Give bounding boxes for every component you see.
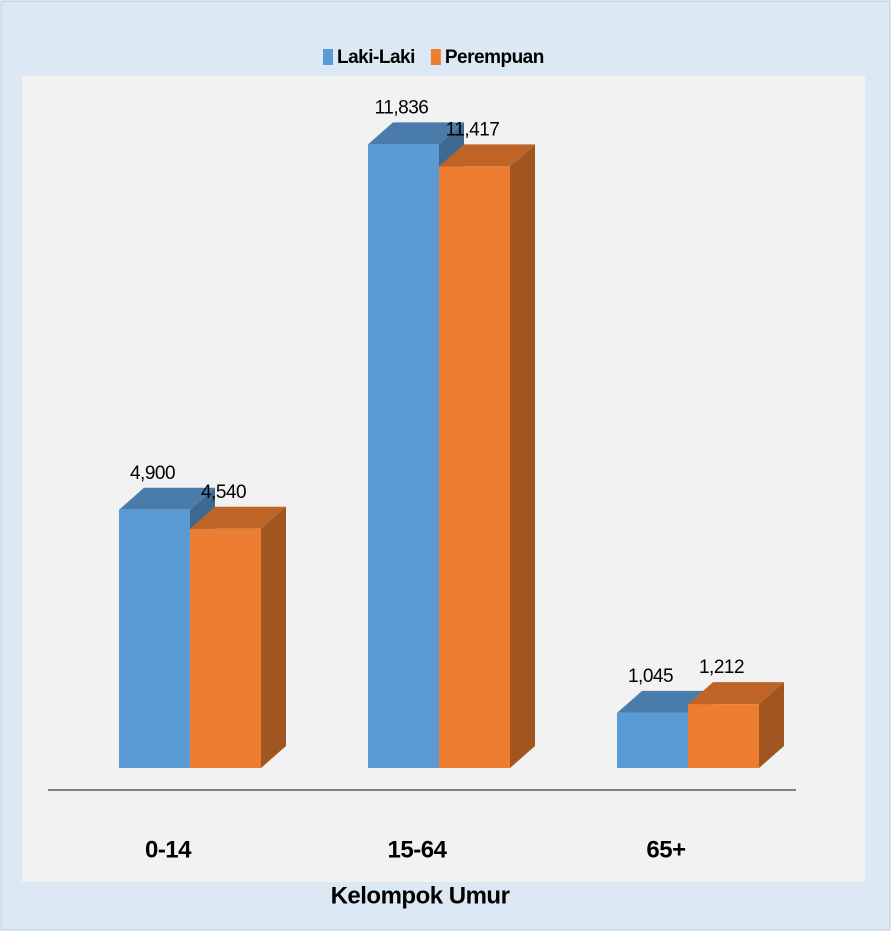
x-tick-label: 65+ xyxy=(646,836,686,863)
bar-top xyxy=(368,122,464,145)
bar-side xyxy=(261,506,286,768)
data-label: 4,540 xyxy=(201,482,246,503)
data-label: 11,417 xyxy=(446,119,500,140)
data-label: 1,045 xyxy=(628,666,673,687)
bar-top xyxy=(119,487,215,510)
data-label: 1,212 xyxy=(699,657,744,678)
bar xyxy=(190,528,261,768)
x-axis-title: Kelompok Umur xyxy=(331,882,510,909)
bar-top xyxy=(439,144,535,167)
bar-top xyxy=(688,682,784,705)
legend-swatch xyxy=(430,49,441,65)
x-tick-label: 0-14 xyxy=(145,836,192,863)
bar-side xyxy=(510,144,535,768)
legend-label: Laki-Laki xyxy=(337,47,415,68)
bar-side xyxy=(759,682,784,768)
bar xyxy=(368,144,439,768)
bar xyxy=(439,166,510,768)
legend-label: Perempuan xyxy=(445,47,544,68)
data-label: 11,836 xyxy=(375,97,429,118)
bar xyxy=(688,704,759,768)
x-tick-label: 15-64 xyxy=(388,836,448,863)
bar-top xyxy=(190,506,286,529)
data-label: 4,900 xyxy=(130,463,175,484)
legend-swatch xyxy=(323,49,333,65)
bar xyxy=(119,509,190,768)
bar xyxy=(617,712,688,768)
